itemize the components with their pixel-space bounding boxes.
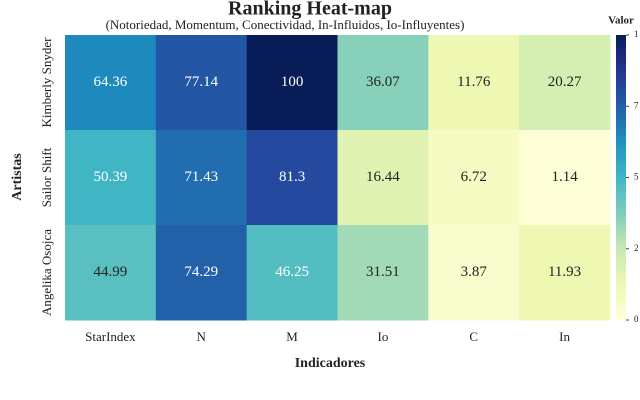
heatmap-cell [65, 35, 157, 131]
cell-label: 16.44 [366, 169, 400, 185]
cell-label: 3.87 [461, 264, 488, 280]
colorbar-tick-label: 2 [634, 243, 639, 253]
y-tick-label: Sailor Shift [39, 147, 54, 207]
x-tick-label: M [286, 329, 298, 344]
cell-label: 77.14 [184, 74, 218, 90]
x-tick-label: StarIndex [85, 329, 136, 344]
heatmap-cell [337, 225, 429, 321]
heatmap-cell [428, 35, 520, 131]
x-tick-label: Io [377, 329, 388, 344]
heatmap-cell [519, 35, 611, 131]
y-tick-label: Angelika Osojca [39, 229, 54, 316]
heatmap-cell [65, 225, 157, 321]
heatmap-cell [428, 225, 520, 321]
cell-label: 11.93 [548, 264, 581, 280]
heatmap-cell [65, 130, 157, 226]
cell-label: 44.99 [94, 264, 128, 280]
cell-label: 74.29 [184, 264, 218, 280]
chart-title: Ranking Heat-map [228, 0, 392, 20]
cell-label: 36.07 [366, 74, 400, 90]
x-axis-label: Indicadores [295, 356, 366, 371]
heatmap-cell [337, 130, 429, 226]
heatmap-cell [337, 35, 429, 131]
x-tick-label: In [559, 329, 570, 344]
colorbar-title: Valor [608, 15, 634, 27]
x-tick-label: C [469, 329, 478, 344]
cell-label: 71.43 [184, 169, 218, 185]
chart-subtitle: (Notoriedad, Momentum, Conectividad, In-… [106, 17, 465, 32]
cell-label: 46.25 [275, 264, 309, 280]
cell-label: 20.27 [548, 74, 582, 90]
cell-label: 50.39 [94, 169, 128, 185]
colorbar [616, 35, 626, 320]
heatmap-cell [246, 130, 338, 226]
cell-label: 6.72 [461, 169, 487, 185]
colorbar-tick-label: 0 [634, 314, 639, 324]
heatmap-cell [519, 130, 611, 226]
colorbar-tick-label: 1 [634, 29, 639, 39]
x-tick-label: N [197, 329, 207, 344]
colorbar-tick-label: 5 [634, 172, 639, 182]
cell-label: 1.14 [551, 169, 578, 185]
heatmap-cell [246, 225, 338, 321]
heatmap-cell [246, 35, 338, 131]
cell-label: 81.3 [279, 169, 305, 185]
heatmap-cell [428, 130, 520, 226]
heatmap-cell [155, 35, 248, 131]
colorbar-tick-label: 7 [634, 100, 639, 110]
cell-label: 100 [281, 74, 304, 90]
cell-label: 64.36 [94, 74, 128, 90]
y-tick-label: Kimberly Snyder [39, 37, 54, 128]
y-axis-label: Artistas [10, 153, 25, 201]
heatmap-cell [155, 225, 248, 321]
cell-label: 11.76 [457, 74, 491, 90]
heatmap-cell [519, 225, 611, 321]
heatmap-cell [155, 130, 248, 226]
cell-label: 31.51 [366, 264, 400, 280]
